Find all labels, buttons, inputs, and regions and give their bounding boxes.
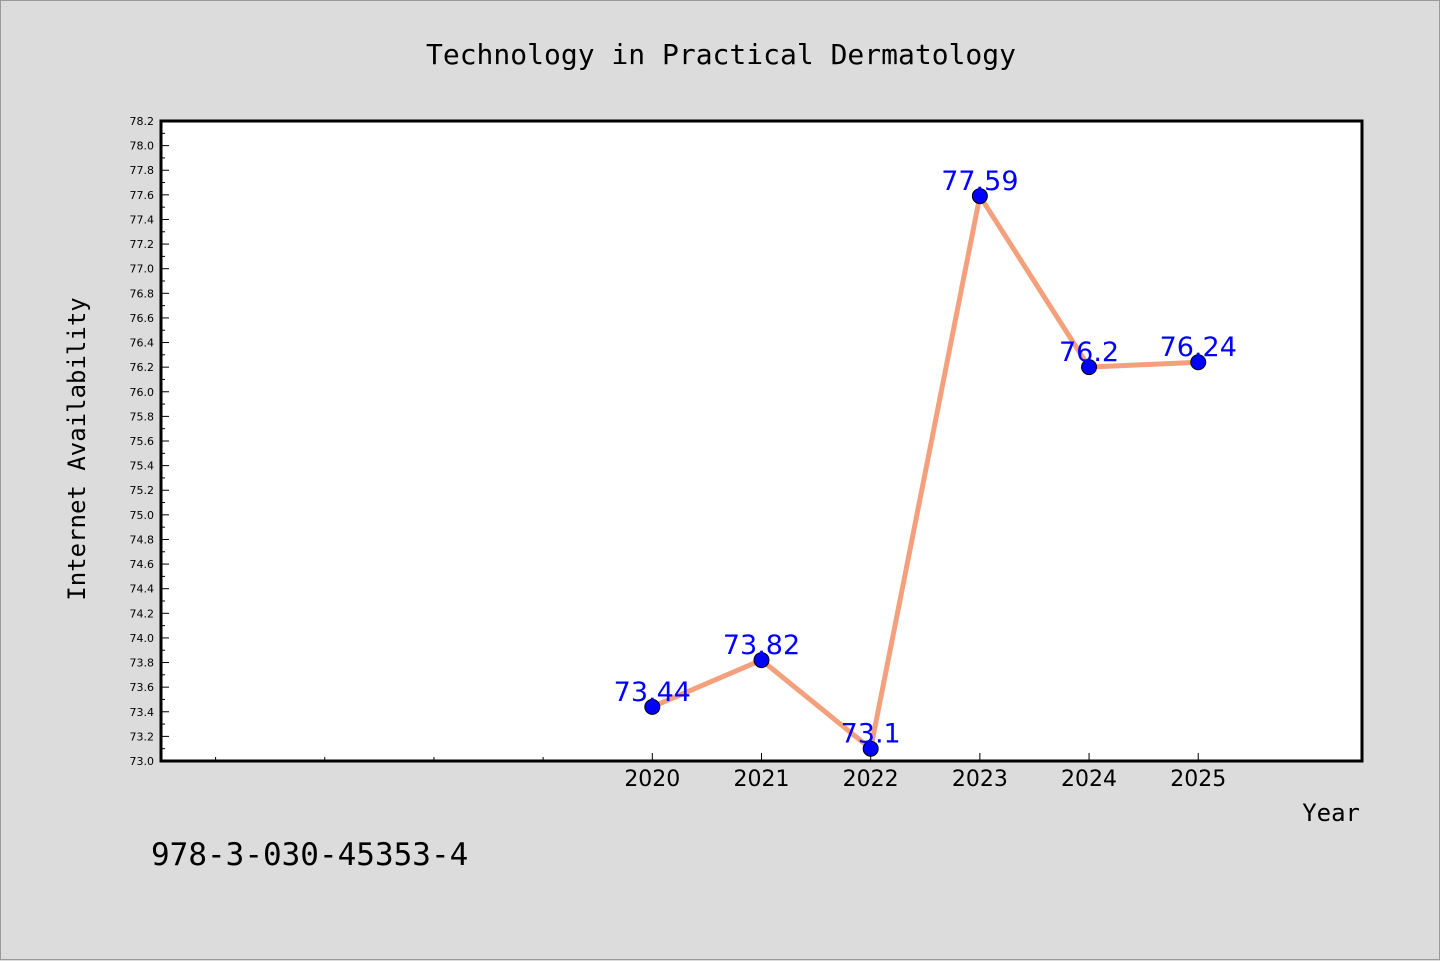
y-tick-label: 78.0 bbox=[130, 140, 155, 153]
x-tick-label: 2024 bbox=[1061, 767, 1117, 792]
y-tick-label: 77.6 bbox=[130, 189, 155, 202]
y-tick-label: 77.2 bbox=[130, 238, 155, 251]
data-label: 76.2 bbox=[1059, 337, 1119, 368]
y-tick-label: 76.8 bbox=[130, 287, 155, 300]
data-point bbox=[862, 740, 879, 757]
y-tick-label: 76.6 bbox=[130, 312, 155, 325]
data-point bbox=[753, 652, 770, 669]
y-tick-label: 77.0 bbox=[130, 263, 155, 276]
series-line bbox=[651, 193, 1199, 752]
y-tick-label: 73.6 bbox=[130, 681, 155, 694]
data-label: 73.1 bbox=[841, 719, 901, 750]
x-axis-ticks: 2020 2021 2022 2023 2024 2025 bbox=[215, 753, 1226, 792]
y-tick-label: 77.8 bbox=[130, 164, 155, 177]
y-tick-label: 77.4 bbox=[130, 213, 155, 226]
data-label: 73.44 bbox=[614, 677, 691, 708]
data-point bbox=[971, 188, 988, 205]
isbn-footnote: 978-3-030-45353-4 bbox=[151, 837, 469, 873]
y-tick-label: 76.2 bbox=[130, 361, 155, 374]
y-tick-label: 73.0 bbox=[130, 755, 155, 768]
x-tick-label: 2023 bbox=[952, 767, 1008, 792]
data-point bbox=[1190, 354, 1207, 371]
y-axis-ticks: 73.0 73.2 73.4 73.6 73.8 74.0 74.2 74.4 74.6 74.8… bbox=[130, 115, 169, 768]
y-tick-label: 75.6 bbox=[130, 435, 155, 448]
data-label: 77.59 bbox=[941, 166, 1018, 197]
x-tick-label: 2020 bbox=[624, 767, 680, 792]
data-label: 73.82 bbox=[723, 630, 800, 661]
data-label: 76.24 bbox=[1160, 332, 1237, 363]
x-tick-label: 2025 bbox=[1170, 767, 1226, 792]
data-point bbox=[1081, 359, 1098, 376]
y-tick-label: 73.2 bbox=[130, 730, 155, 743]
y-axis-label: Internet Availability bbox=[63, 297, 91, 600]
y-tick-label: 78.2 bbox=[130, 115, 155, 128]
y-tick-label: 75.8 bbox=[130, 410, 155, 423]
data-point bbox=[644, 698, 661, 715]
y-tick-label: 75.0 bbox=[130, 509, 155, 522]
y-tick-label: 74.0 bbox=[130, 632, 155, 645]
x-tick-label: 2022 bbox=[843, 767, 899, 792]
chart-title: Technology in Practical Dermatology bbox=[426, 38, 1016, 71]
x-axis-label: Year bbox=[1302, 799, 1360, 827]
y-tick-label: 74.2 bbox=[130, 607, 155, 620]
y-tick-label: 74.4 bbox=[130, 583, 155, 596]
series-group: 73.44 73.82 73.1 77.59 76.2 76.24 bbox=[614, 166, 1237, 757]
y-tick-label: 74.8 bbox=[130, 533, 155, 546]
y-tick-label: 76.4 bbox=[130, 337, 155, 350]
x-tick-label: 2021 bbox=[734, 767, 790, 792]
y-tick-label: 73.8 bbox=[130, 657, 155, 670]
y-tick-label: 73.4 bbox=[130, 706, 155, 719]
y-tick-label: 75.2 bbox=[130, 484, 155, 497]
y-tick-label: 74.6 bbox=[130, 558, 155, 571]
y-tick-label: 75.4 bbox=[130, 460, 155, 473]
y-tick-label: 76.0 bbox=[130, 386, 155, 399]
